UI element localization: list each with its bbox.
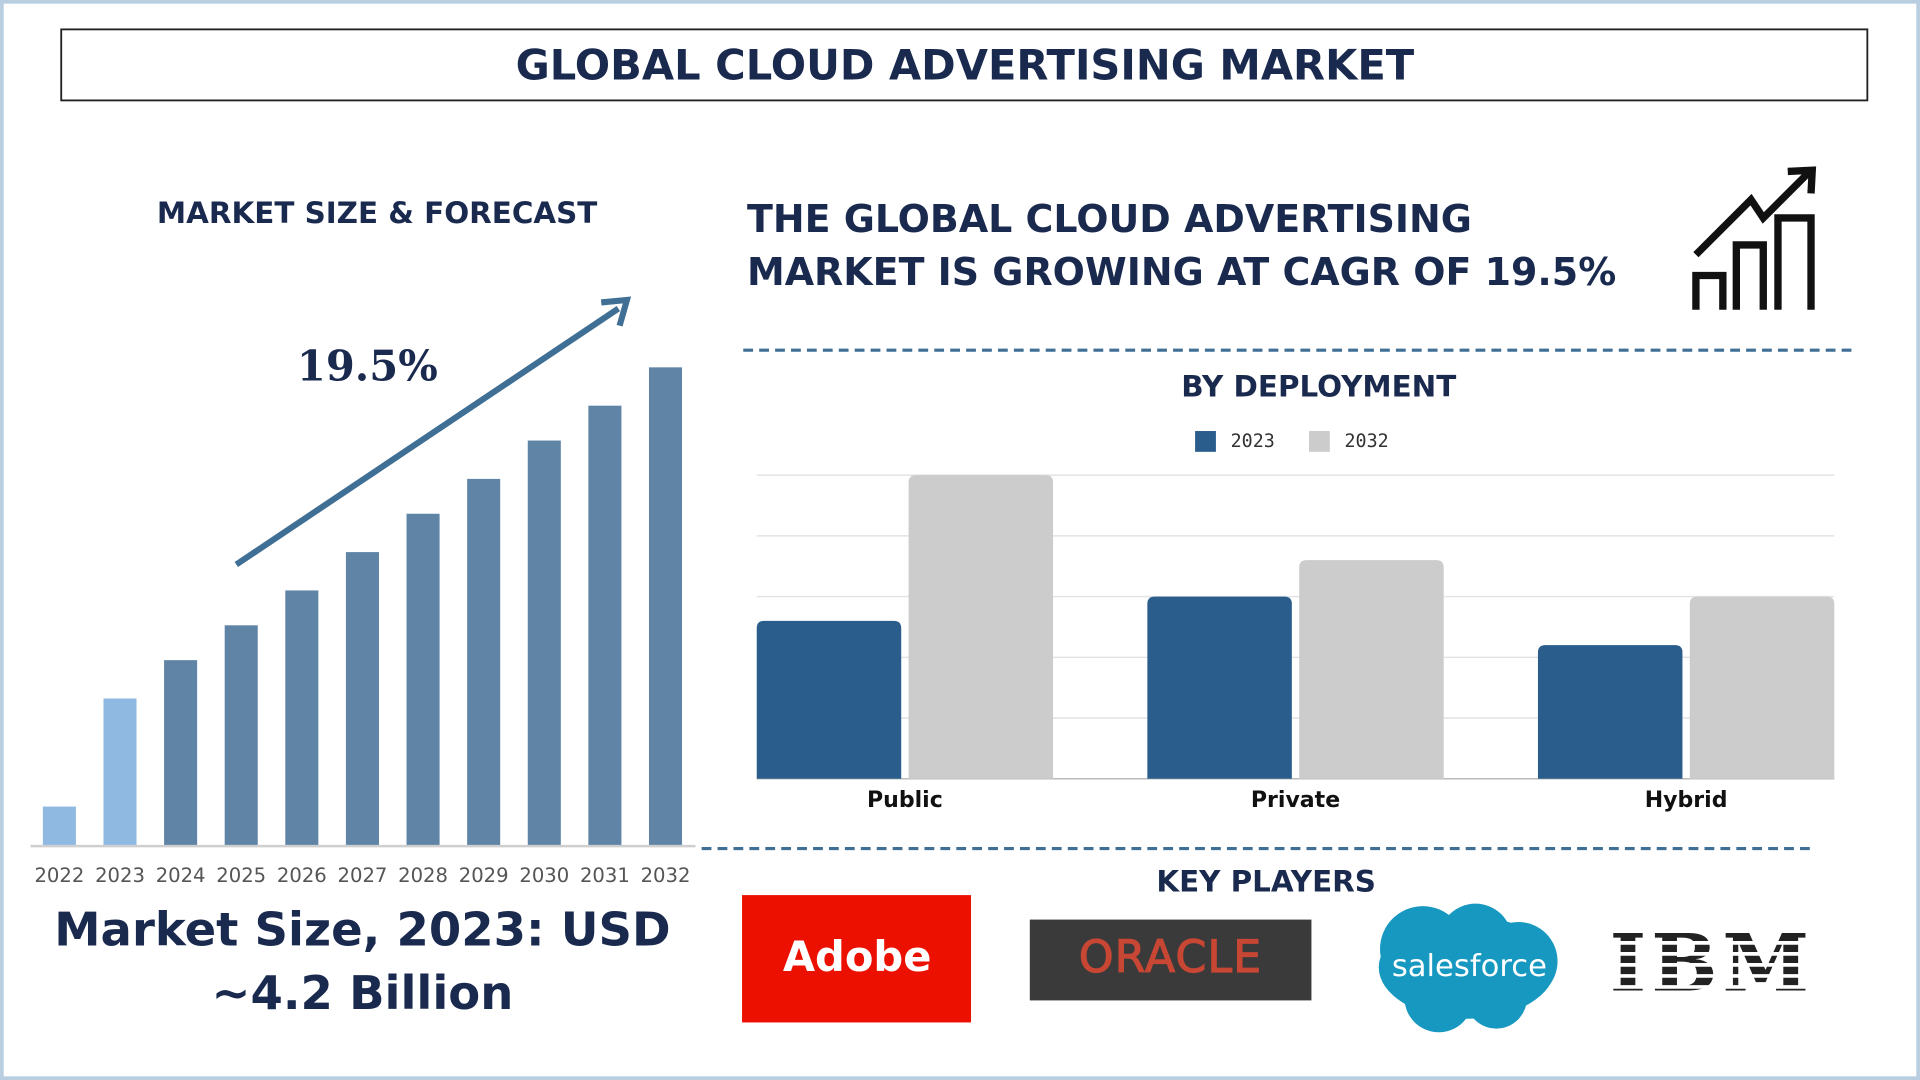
bar (406, 513, 440, 845)
x-tick-label: 2027 (338, 864, 388, 887)
x-tick-label: 2024 (156, 864, 206, 887)
left-chart-title: MARKET SIZE & FORECAST (157, 196, 597, 230)
bar (756, 620, 902, 779)
legend-swatch (1308, 431, 1330, 452)
x-tick-label: 2025 (216, 864, 266, 887)
key-players-title: KEY PLAYERS (1156, 864, 1376, 898)
x-tick-label: 2023 (95, 864, 145, 887)
salesforce-logo-text: salesforce (1392, 949, 1547, 984)
oracle-logo-text: ORACLE (1079, 932, 1262, 983)
title-box (60, 28, 1869, 102)
x-tick-label: 2032 (641, 864, 691, 887)
bar (1299, 560, 1444, 779)
ibm-logo-stripes (1604, 941, 1825, 1000)
page-title: GLOBAL CLOUD ADVERTISING MARKET (516, 41, 1415, 90)
market-size-line-1: Market Size, 2023: USD (54, 903, 670, 957)
growth-arrow (234, 306, 621, 568)
headline-line-2: MARKET IS GROWING AT CAGR OF 19.5% (747, 250, 1616, 294)
adobe-logo (742, 895, 972, 1023)
bar (345, 552, 379, 845)
headline-line-1: THE GLOBAL CLOUD ADVERTISING (747, 197, 1472, 241)
bar (467, 478, 501, 845)
legend-label: 2023 (1231, 431, 1275, 452)
legend-swatch (1195, 431, 1216, 452)
bar (527, 440, 561, 845)
x-tick-label: Hybrid (1645, 788, 1728, 813)
bar (224, 625, 258, 845)
oracle-logo (1029, 919, 1312, 1001)
legend-label: 2032 (1344, 431, 1388, 452)
bar (103, 698, 137, 845)
bar (588, 405, 622, 845)
left-bars: 2022 2023 2024 2025 2026 2027 2028 2029 2030 2031… (34, 367, 690, 887)
growth-arrow-head (600, 296, 632, 327)
bar (42, 806, 76, 845)
x-tick-label: 2026 (277, 864, 327, 887)
adobe-logo-text: Adobe (783, 932, 932, 981)
x-tick-label: 2022 (34, 864, 84, 887)
bar (164, 660, 198, 845)
salesforce-cloud (1378, 903, 1558, 1033)
cagr-annotation: 19.5% (297, 341, 438, 390)
market-size-line-2: ~4.2 Billion (212, 966, 514, 1020)
bar (1537, 645, 1683, 779)
x-tick-label: 2030 (519, 864, 569, 887)
bar (1147, 596, 1292, 779)
x-tick-label: Private (1251, 788, 1340, 813)
x-tick-label: 2028 (398, 864, 448, 887)
x-tick-label: Public (867, 788, 943, 813)
right-chart-title: BY DEPLOYMENT (1181, 370, 1456, 404)
bar (1689, 596, 1835, 779)
right-chart: 2023 2032 Public Private Hybrid (756, 431, 1835, 813)
bar (908, 475, 1054, 779)
bar (285, 590, 319, 845)
x-tick-label: 2029 (459, 864, 509, 887)
growth-icon (1692, 166, 1817, 310)
x-tick-label: 2031 (580, 864, 630, 887)
bar (648, 367, 683, 845)
